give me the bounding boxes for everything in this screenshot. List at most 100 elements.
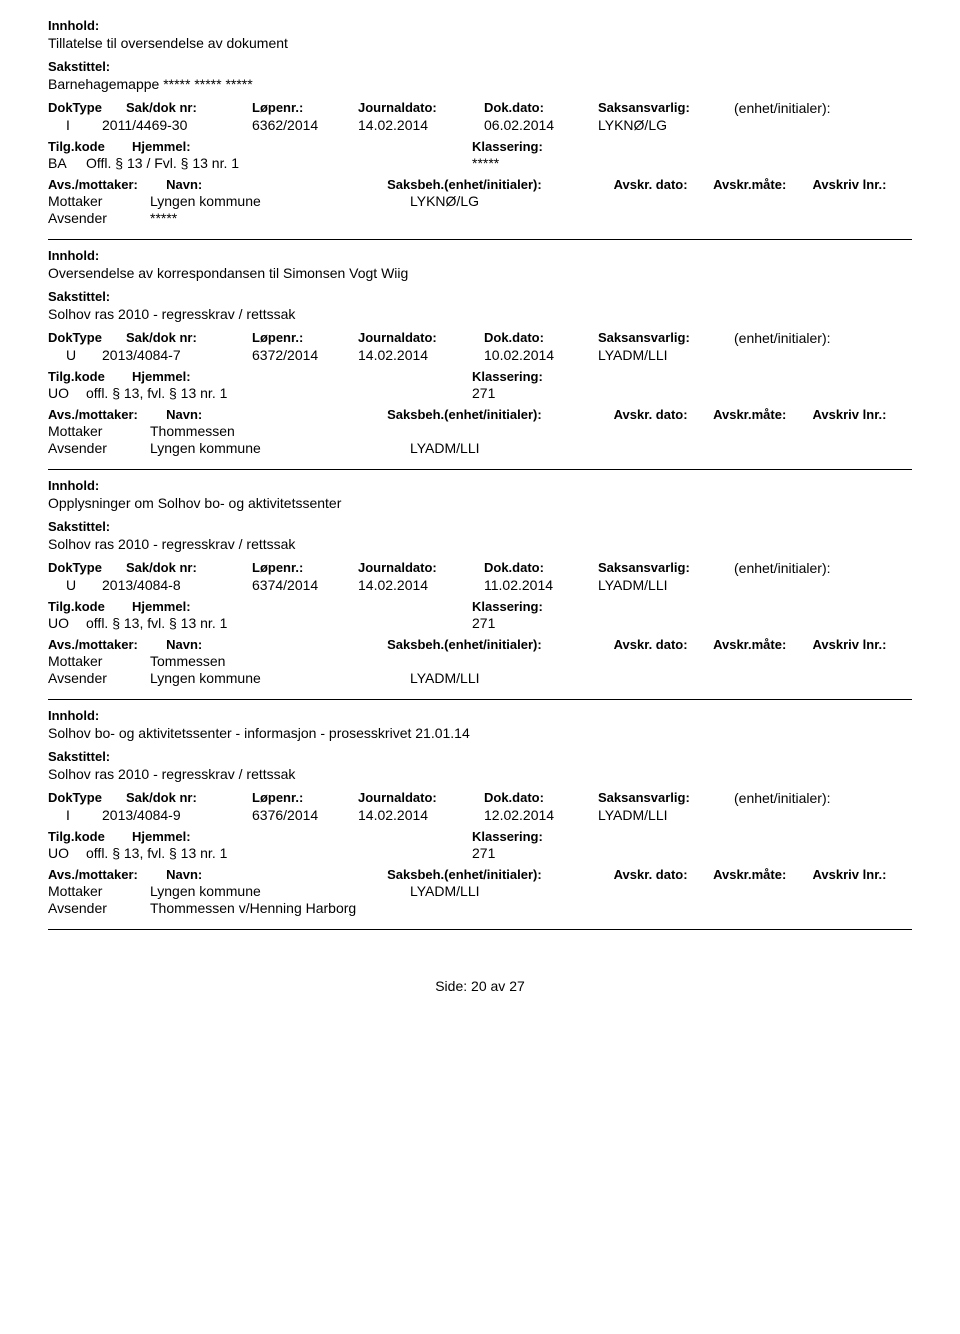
doktype-label: DokType [48, 330, 126, 346]
avskrdato-label: Avskr. dato: [614, 867, 713, 882]
saksbeh-label: Saksbeh.(enhet/initialer): [387, 637, 614, 652]
party-navn: Thommessen v/Henning Harborg [150, 900, 410, 916]
sakstittel-block: Sakstittel:Barnehagemappe ***** ***** **… [48, 59, 912, 92]
dokdato-label: Dok.dato: [484, 330, 598, 346]
row: Avs./mottaker:Navn:Saksbeh.(enhet/initia… [48, 867, 912, 882]
sakstittel-block: Sakstittel: Solhov ras 2010 - regresskrav… [48, 749, 912, 782]
klassering-value: 271 [472, 615, 578, 631]
sakdok-value: 2013/4084-8 [102, 577, 252, 593]
row: Avs./mottaker:Navn:Saksbeh.(enhet/initia… [48, 177, 912, 192]
sakdok-label: Sak/dok nr: [126, 100, 252, 116]
avskrlnr-label: Avskriv lnr.: [813, 407, 912, 422]
row: DokTypeSak/dok nr:Løpenr.:Journaldato:Do… [48, 790, 912, 806]
innhold-value: Solhov bo- og aktivitetssenter - informa… [48, 725, 912, 741]
party-role: Mottaker [48, 653, 150, 669]
avsmottaker-label: Avs./mottaker: [48, 637, 166, 652]
party-role: Mottaker [48, 423, 150, 439]
doktype-value: U [48, 347, 102, 363]
innhold-value: Oversendelse av korrespondansen til Simo… [48, 265, 912, 281]
party-saksbeh [410, 653, 556, 669]
innhold-block: Innhold:Solhov bo- og aktivitetssenter -… [48, 708, 912, 741]
sakdok-label: Sak/dok nr: [126, 560, 252, 576]
avsmottaker-label: Avs./mottaker: [48, 177, 166, 192]
party-saksbeh: LYADM/LLI [410, 670, 556, 686]
klassering-label: Klassering: [472, 369, 578, 384]
saksansvarlig-label: Saksansvarlig: [598, 560, 734, 576]
innhold-label: Innhold: [48, 478, 912, 493]
journal-page: Innhold: Tillatelse til oversendelse av d… [0, 0, 960, 994]
lopenr-label: Løpenr.: [252, 330, 358, 346]
party-navn: Lyngen kommune [150, 670, 410, 686]
journal-entry: Innhold: Oversendelse av korrespondansen … [48, 240, 912, 470]
side-av: av [487, 978, 510, 994]
klassering-value: ***** [472, 155, 578, 171]
sakdok-value: 2011/4469-30 [102, 117, 252, 133]
row: DokTypeSak/dok nr:Løpenr.:Journaldato:Do… [48, 100, 912, 116]
row: AvsenderLyngen kommuneLYADM/LLI [48, 440, 912, 456]
hjemmel-label: Hjemmel: [132, 139, 472, 154]
sakstittel-label: Sakstittel: [48, 749, 912, 764]
tilgkode-value: UO [48, 845, 86, 861]
navn-label: Navn: [166, 407, 387, 422]
saksansvarlig-label: Saksansvarlig: [598, 100, 734, 116]
saksansvarlig-value: LYADM/LLI [598, 807, 734, 823]
innhold-block: Innhold: Oversendelse av korrespondansen … [48, 248, 912, 281]
hjemmel-label: Hjemmel: [132, 829, 472, 844]
avsmottaker-label: Avs./mottaker: [48, 867, 166, 882]
party-navn: ***** [150, 210, 410, 226]
row: UOoffl. § 13, fvl. § 13 nr. 1271 [48, 385, 912, 401]
party-role: Avsender [48, 670, 150, 686]
innhold-label: Innhold: [48, 248, 912, 263]
innhold-value: Opplysninger om Solhov bo- og aktivitets… [48, 495, 912, 511]
doktype-label: DokType [48, 100, 126, 116]
party-saksbeh [410, 210, 556, 226]
sakdok-value: 2013/4084-9 [102, 807, 252, 823]
party-navn: Tommessen [150, 653, 410, 669]
party-role: Avsender [48, 900, 150, 916]
navn-label: Navn: [166, 177, 387, 192]
klassering-value: 271 [472, 845, 578, 861]
lopenr-value: 6362/2014 [252, 117, 358, 133]
lopenr-label: Løpenr.: [252, 560, 358, 576]
party-saksbeh: LYADM/LLI [410, 440, 556, 456]
saksansvarlig-value: LYADM/LLI [598, 577, 734, 593]
avskrmate-label: Avskr.måte: [713, 867, 812, 882]
row: Tilg.kodeHjemmel:Klassering: [48, 369, 912, 384]
tilgkode-label: Tilg.kode [48, 139, 132, 154]
klassering-label: Klassering: [472, 139, 578, 154]
sakstittel-label: Sakstittel: [48, 289, 912, 304]
row: AvsenderThommessen v/Henning Harborg [48, 900, 912, 916]
saksansvarlig-value: LYKNØ/LG [598, 117, 734, 133]
hjemmel-value: offl. § 13, fvl. § 13 nr. 1 [86, 845, 472, 861]
row: I2011/4469-306362/201414.02.201406.02.20… [48, 117, 912, 133]
navn-label: Navn: [166, 867, 387, 882]
doktype-label: DokType [48, 790, 126, 806]
navn-label: Navn: [166, 637, 387, 652]
innhold-value: Tillatelse til oversendelse av dokument [48, 35, 912, 51]
sakstittel-value: Solhov ras 2010 - regresskrav / rettssak [48, 766, 912, 782]
hjemmel-label: Hjemmel: [132, 369, 472, 384]
row: AvsenderLyngen kommuneLYADM/LLI [48, 670, 912, 686]
dokdato-label: Dok.dato: [484, 100, 598, 116]
sakstittel-value: Solhov ras 2010 - regresskrav / rettssak [48, 536, 912, 552]
journaldato-label: Journaldato: [358, 560, 484, 576]
journal-entry: Innhold:Solhov bo- og aktivitetssenter -… [48, 700, 912, 930]
sakstittel-value: Barnehagemappe ***** ***** ***** [48, 76, 912, 92]
row: MottakerLyngen kommuneLYADM/LLI [48, 883, 912, 899]
row: Avs./mottaker:Navn:Saksbeh.(enhet/initia… [48, 407, 912, 422]
saksbeh-label: Saksbeh.(enhet/initialer): [387, 177, 614, 192]
party-role: Mottaker [48, 193, 150, 209]
dokdato-value: 11.02.2014 [484, 577, 598, 593]
tilgkode-label: Tilg.kode [48, 829, 132, 844]
party-navn: Lyngen kommune [150, 883, 410, 899]
journal-entry: Innhold:Tillatelse til oversendelse av d… [48, 10, 912, 240]
lopenr-value: 6372/2014 [252, 347, 358, 363]
enhet-label: (enhet/initialer): [734, 560, 880, 576]
party-navn: Thommessen [150, 423, 410, 439]
row: DokTypeSak/dok nr:Løpenr.:Journaldato:Do… [48, 560, 912, 576]
row: U2013/4084-86374/201414.02.201411.02.201… [48, 577, 912, 593]
avskrlnr-label: Avskriv lnr.: [813, 867, 912, 882]
row: Avsender***** [48, 210, 912, 226]
klassering-label: Klassering: [472, 829, 578, 844]
sakdok-label: Sak/dok nr: [126, 790, 252, 806]
